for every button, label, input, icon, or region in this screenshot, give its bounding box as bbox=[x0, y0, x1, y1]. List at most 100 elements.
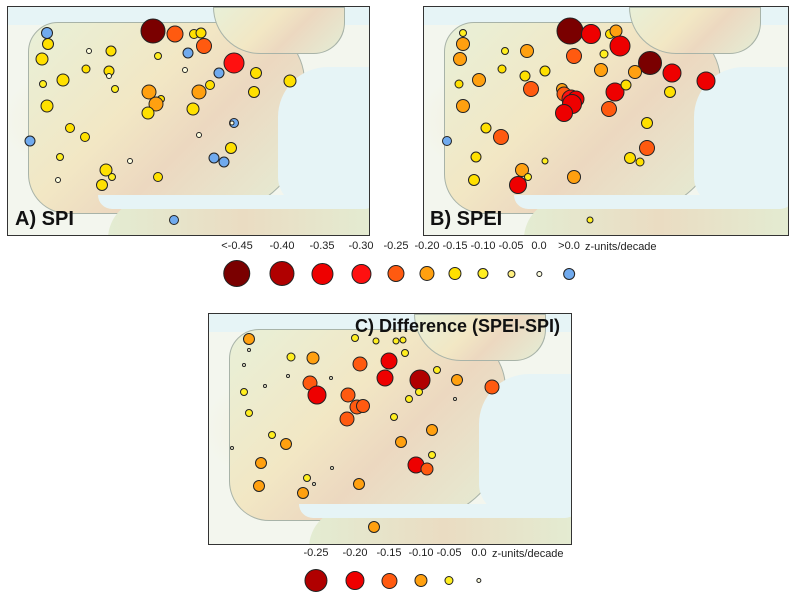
legend-item: -0.10 bbox=[470, 240, 496, 279]
legend-item: -0.40 bbox=[269, 240, 295, 286]
station-marker bbox=[472, 73, 486, 87]
legend-item: -0.20 bbox=[414, 240, 440, 281]
station-marker bbox=[253, 480, 265, 492]
station-marker bbox=[523, 81, 539, 97]
station-marker bbox=[567, 170, 581, 184]
legend-item: -0.10 bbox=[408, 547, 434, 587]
station-marker bbox=[353, 478, 365, 490]
legend-item-label: -0.05 bbox=[436, 547, 462, 559]
station-marker bbox=[428, 451, 436, 459]
legend-item: 0.0 bbox=[471, 547, 487, 583]
legend-bottom: -0.25 -0.20 -0.15 -0.10 -0.05 0.0 z-units/dec… bbox=[0, 547, 791, 597]
station-marker bbox=[620, 79, 632, 91]
station-marker bbox=[639, 140, 655, 156]
station-marker bbox=[105, 45, 117, 57]
map-panel-spei: B) SPEI bbox=[423, 6, 789, 236]
station-marker bbox=[35, 52, 49, 66]
legend-item: -0.25 bbox=[383, 240, 409, 282]
station-marker bbox=[401, 349, 409, 357]
legend-circle-icon bbox=[380, 572, 397, 589]
station-marker bbox=[24, 135, 36, 147]
station-marker bbox=[108, 173, 116, 181]
station-marker bbox=[415, 388, 423, 396]
station-marker bbox=[55, 177, 61, 183]
station-marker bbox=[40, 99, 54, 113]
station-marker bbox=[541, 157, 549, 165]
station-marker bbox=[664, 86, 676, 98]
station-marker bbox=[519, 70, 531, 82]
station-marker bbox=[390, 413, 398, 421]
sea-strait bbox=[514, 195, 788, 209]
station-marker bbox=[154, 52, 162, 60]
station-marker bbox=[520, 44, 534, 58]
station-marker bbox=[140, 18, 166, 44]
station-marker bbox=[186, 102, 200, 116]
station-marker bbox=[230, 446, 234, 450]
station-marker bbox=[127, 158, 133, 164]
legend-circle-icon bbox=[350, 263, 371, 284]
station-marker bbox=[182, 67, 188, 73]
station-marker bbox=[339, 411, 355, 427]
legend-circle-icon bbox=[448, 267, 462, 280]
station-marker bbox=[243, 333, 255, 345]
station-marker bbox=[250, 67, 262, 79]
station-marker bbox=[399, 336, 407, 344]
legend-circle-icon bbox=[223, 260, 251, 287]
legend-item: -0.15 bbox=[442, 240, 468, 280]
legend-circle-icon bbox=[477, 268, 489, 279]
station-marker bbox=[599, 49, 609, 59]
legend-item: -0.30 bbox=[348, 240, 374, 284]
legend-item-label: -0.05 bbox=[498, 240, 524, 252]
map-panel-spi: A) SPI bbox=[7, 6, 370, 236]
station-marker bbox=[303, 474, 311, 482]
station-marker bbox=[213, 67, 225, 79]
station-marker bbox=[395, 436, 407, 448]
station-marker bbox=[641, 117, 653, 129]
station-marker bbox=[242, 363, 246, 367]
station-marker bbox=[368, 521, 380, 533]
legend-circle-icon bbox=[476, 578, 482, 583]
station-marker bbox=[380, 352, 398, 370]
station-marker bbox=[56, 153, 64, 161]
legend-item-label: -0.10 bbox=[470, 240, 496, 252]
station-marker bbox=[628, 65, 642, 79]
station-marker bbox=[356, 399, 370, 413]
station-marker bbox=[196, 38, 212, 54]
station-marker bbox=[340, 387, 356, 403]
station-marker bbox=[426, 424, 438, 436]
legend-circle-icon bbox=[444, 576, 454, 585]
station-marker bbox=[605, 82, 625, 102]
station-marker bbox=[470, 151, 482, 163]
station-marker bbox=[86, 48, 92, 54]
legend-item: 0.0 bbox=[531, 240, 547, 277]
station-marker bbox=[696, 71, 716, 91]
station-marker bbox=[81, 64, 91, 74]
legend-item-label: -0.25 bbox=[303, 547, 329, 559]
station-marker bbox=[153, 172, 163, 182]
station-marker bbox=[456, 99, 470, 113]
legend-item: -0.20 bbox=[342, 547, 368, 590]
panel-label-difference: C) Difference (SPEI-SPI) bbox=[355, 316, 561, 336]
legend-item-label: 0.0 bbox=[471, 547, 487, 559]
station-marker bbox=[182, 47, 194, 59]
legend-circle-icon bbox=[535, 270, 542, 277]
panel-label-spi: A) SPI bbox=[15, 208, 74, 230]
legend-circle-icon bbox=[563, 267, 575, 280]
station-marker bbox=[555, 104, 573, 122]
station-marker bbox=[451, 374, 463, 386]
station-marker bbox=[240, 388, 248, 396]
legend-item: >0.0 bbox=[558, 240, 580, 280]
station-marker bbox=[263, 384, 267, 388]
sea-mediterranean bbox=[694, 67, 788, 207]
legend-item: -0.25 bbox=[303, 547, 329, 592]
station-marker bbox=[286, 352, 296, 362]
station-marker bbox=[245, 409, 253, 417]
legend-circle-icon bbox=[304, 569, 328, 592]
land-iberia bbox=[229, 329, 506, 521]
legend-circle-icon bbox=[419, 266, 435, 281]
station-marker bbox=[306, 351, 320, 365]
map-panel-difference: C) Difference (SPEI-SPI) bbox=[208, 313, 572, 545]
station-marker bbox=[566, 48, 582, 64]
station-marker bbox=[205, 80, 215, 90]
station-marker bbox=[480, 122, 492, 134]
